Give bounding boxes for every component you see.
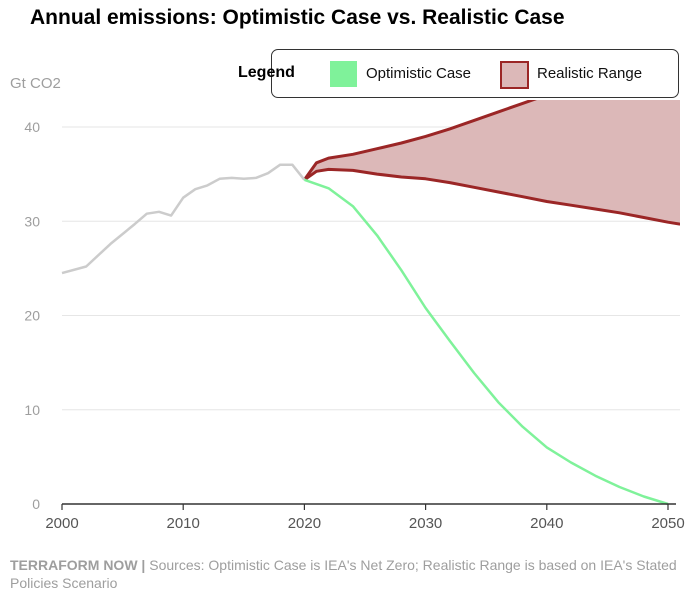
x-tick-label: 2040	[530, 515, 563, 532]
legend-swatch-realistic	[500, 61, 529, 89]
y-tick-label: 30	[24, 213, 40, 229]
x-axis: 2000 2010 2020 2030 2040 2050	[45, 503, 685, 532]
legend-label-optimistic: Optimistic Case	[366, 65, 472, 82]
x-tick-label: 2050	[651, 515, 684, 532]
legend-label-realistic: Realistic Range	[537, 65, 643, 82]
y-tick-label: 0	[32, 496, 40, 512]
footer-brand: TERRAFORM NOW |	[10, 557, 146, 573]
x-tick-label: 2020	[288, 515, 321, 532]
realistic-range-lower-line	[303, 167, 680, 226]
y-tick-label: 10	[24, 402, 40, 418]
optimistic-case-line	[303, 178, 669, 506]
y-tick-label: 40	[24, 119, 40, 135]
realistic-range-area	[304, 100, 680, 225]
footer-sources: Sources: Optimistic Case is IEA's Net Ze…	[10, 557, 677, 591]
legend: Legend Optimistic Case Realistic Range	[238, 49, 679, 98]
chart-title: Annual emissions: Optimistic Case vs. Re…	[30, 6, 565, 29]
y-axis-ticks: 0 10 20 30 40	[24, 119, 40, 512]
x-tick-label: 2010	[167, 515, 200, 532]
source-footer: TERRAFORM NOW | Sources: Optimistic Case…	[10, 556, 680, 592]
realistic-range-upper-line	[303, 100, 537, 181]
legend-title: Legend	[238, 64, 295, 81]
x-tick-label: 2000	[45, 515, 78, 532]
historical-emissions-line	[61, 163, 306, 275]
x-tick-label: 2030	[409, 515, 442, 532]
y-tick-label: 20	[24, 308, 40, 324]
y-axis-unit-label: Gt CO2	[10, 75, 61, 92]
legend-swatch-optimistic	[330, 61, 357, 87]
plot-area	[61, 100, 680, 506]
